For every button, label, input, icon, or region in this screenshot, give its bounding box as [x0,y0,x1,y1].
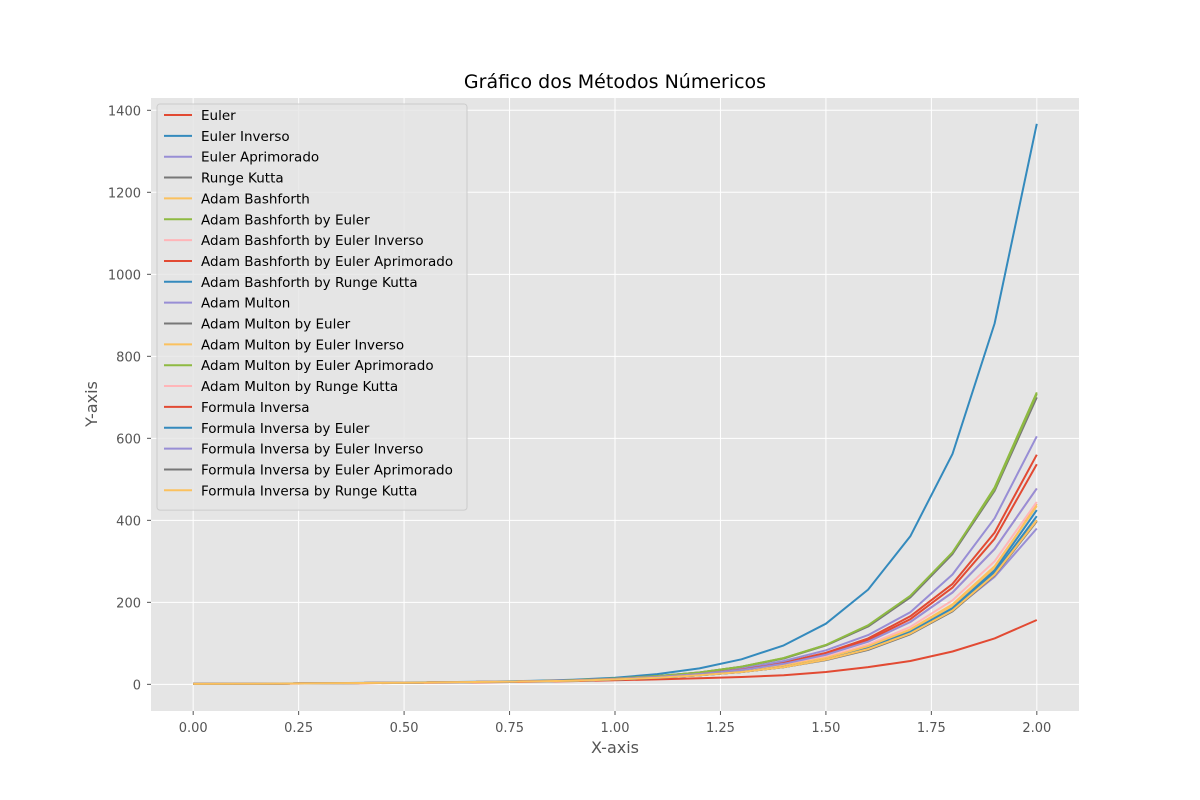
legend-entry: Runge Kutta [164,171,284,187]
x-tick-label: 0.50 [390,721,419,736]
legend-label: Adam Multon by Euler [201,317,351,333]
x-axis-label: X-axis [591,738,639,757]
legend-entry: Adam Multon [164,296,290,312]
legend-entry: Formula Inversa by Runge Kutta [164,483,417,499]
x-tick-label: 1.50 [811,721,840,736]
legend-entry: Adam Multon by Euler Inverso [164,337,404,353]
legend-label: Formula Inversa by Runge Kutta [201,483,417,499]
y-tick-label: 1200 [108,186,141,201]
x-tick-label: 1.00 [601,721,630,736]
y-tick-label: 0 [133,678,141,693]
legend-label: Adam Bashforth by Euler [201,212,370,228]
y-axis-label: Y-axis [82,381,101,428]
legend-label: Formula Inversa by Euler Inverso [201,442,423,458]
x-tick-label: 1.25 [706,721,735,736]
legend-label: Adam Multon by Euler Aprimorado [201,358,434,374]
legend-label: Euler [201,108,236,124]
legend-entry: Adam Bashforth by Euler Aprimorado [164,254,453,270]
legend-label: Adam Multon by Euler Inverso [201,337,404,353]
legend-entry: Formula Inversa [164,400,310,416]
x-tick-label: 0.00 [179,721,208,736]
chart-title: Gráfico dos Métodos Númericos [464,71,766,93]
legend-label: Formula Inversa [201,400,310,416]
x-tick-label: 1.75 [917,721,946,736]
legend-label: Runge Kutta [201,171,284,187]
y-tick-label: 1000 [108,268,141,283]
legend-entry: Formula Inversa by Euler Inverso [164,442,423,458]
legend-entry: Euler [164,108,236,124]
legend-entry: Adam Bashforth by Runge Kutta [164,275,418,291]
series-lines [193,123,1038,685]
legend-label: Adam Bashforth by Runge Kutta [201,275,418,291]
y-tick-label: 400 [116,514,141,529]
y-tick-label: 1400 [108,104,141,119]
legend-entry: Adam Multon by Runge Kutta [164,379,398,395]
legend-entry: Euler Inverso [164,129,290,145]
y-tick-label: 200 [116,596,141,611]
legend-label: Adam Bashforth [201,191,310,207]
legend-entry: Adam Multon by Euler [164,317,351,333]
legend-label: Adam Multon [201,296,290,312]
legend-label: Adam Multon by Runge Kutta [201,379,398,395]
y-tick-label: 600 [116,432,141,447]
legend-label: Formula Inversa by Euler [201,421,370,437]
legend-entry: Adam Bashforth by Euler Inverso [164,233,424,249]
legend-entry: Euler Aprimorado [164,150,319,166]
legend: Euler Euler Inverso Euler Aprimorado Runge … [156,103,468,511]
series-line-19 [193,519,1038,685]
legend-entry: Adam Bashforth by Euler [164,212,370,228]
legend-label: Adam Bashforth by Euler Inverso [201,233,424,249]
legend-entry: Formula Inversa by Euler Aprimorado [164,462,453,478]
x-axis-ticks: 0.00 0.25 0.50 0.75 1.00 1.25 1.50 1.75 2.00 [179,711,1051,736]
y-axis-ticks: 0 200 400 600 800 1000 1200 1400 [108,104,151,693]
x-tick-label: 2.00 [1022,721,1051,736]
x-tick-label: 0.75 [495,721,524,736]
legend-entry: Formula Inversa by Euler [164,421,370,437]
legend-label: Euler Aprimorado [201,150,319,166]
legend-entry: Adam Multon by Euler Aprimorado [164,358,434,374]
legend-label: Adam Bashforth by Euler Aprimorado [201,254,453,270]
legend-box [156,103,468,511]
y-tick-label: 800 [116,350,141,365]
legend-label: Formula Inversa by Euler Aprimorado [201,462,453,478]
legend-entry: Adam Bashforth [164,191,310,207]
legend-label: Euler Inverso [201,129,290,145]
x-tick-label: 0.25 [284,721,313,736]
